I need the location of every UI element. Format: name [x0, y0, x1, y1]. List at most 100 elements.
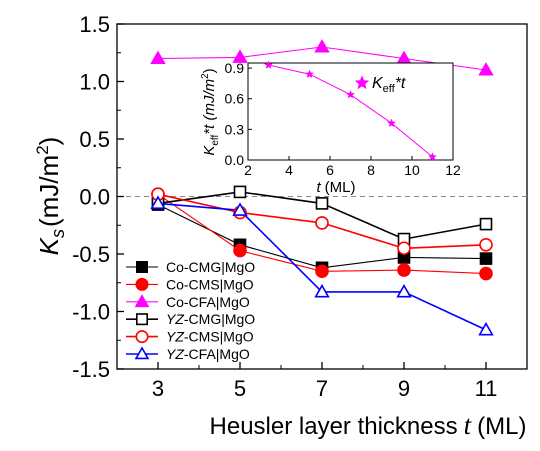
- y-tick-label: -1.5: [72, 357, 110, 382]
- inset-x-label-unit: (ML): [325, 179, 356, 196]
- inset-y-label-close: ): [201, 68, 218, 73]
- legend-label-rest: -CMG|MgO: [184, 311, 255, 327]
- series-4-point: [479, 217, 493, 231]
- legend-marker-1: [136, 260, 149, 273]
- x-tick-label: 7: [316, 376, 328, 401]
- legend-label-prefix: YZ: [166, 329, 184, 345]
- inset-series-point: [428, 152, 437, 161]
- inset-legend-rest: *t: [395, 75, 406, 92]
- inset-x-axis-label: t (ML): [317, 179, 356, 196]
- y-tick-label: 0.0: [79, 185, 110, 210]
- series-2-point: [315, 264, 329, 279]
- y-axis-label-unit: (mJ/m: [34, 155, 64, 227]
- inset-series-point: [387, 118, 396, 128]
- inset-legend-marker: [354, 75, 370, 90]
- inset-legend-sub: eff: [383, 83, 396, 95]
- series-5-point: [479, 238, 493, 252]
- y-tick-label: -1.0: [72, 300, 110, 325]
- legend-label-2: Co-CMS|MgO: [166, 276, 254, 292]
- legend-marker-5: [135, 330, 149, 344]
- inset-y-tick-label: 0.0: [225, 152, 245, 168]
- legend-label-5: YZ-CMS|MgO: [166, 329, 254, 345]
- series-2-point: [397, 263, 411, 277]
- x-axis-label: Heusler layer thickness t (ML): [210, 410, 527, 440]
- main-plot-layer: -1.5 -1.0 -0.5 0.0 0.5 1.0 1.5 3 5 7 9 11: [72, 12, 528, 401]
- series-6-point: [314, 284, 330, 298]
- legend-label-prefix: Co-CMS|MgO: [166, 276, 254, 292]
- y-axis-label-var: K: [34, 236, 64, 255]
- series-5-point: [397, 241, 411, 256]
- x-tick-label: 5: [234, 376, 246, 401]
- y-tick-label: 0.5: [79, 127, 110, 152]
- inset-x-tick-label: 6: [326, 162, 334, 178]
- legend-label-rest: -CMS|MgO: [184, 329, 254, 345]
- inset-series-point: [305, 69, 314, 78]
- legend-label-3: Co-CFA|MgO: [166, 294, 250, 310]
- inset-plot-layer: 2 4 6 8 10 12 0.0 0.3 0.6 0.9: [225, 60, 461, 178]
- series-2-point: [479, 266, 493, 281]
- legend-label-4: YZ-CMG|MgO: [166, 311, 255, 327]
- legend-label-prefix: YZ: [166, 311, 184, 327]
- inset-y-label-sub: eff: [210, 134, 221, 145]
- y-axis-label-sup: 2: [33, 145, 52, 154]
- x-tick-label: 11: [475, 376, 498, 401]
- legend-marker-3: [134, 294, 150, 308]
- legend-label-rest: -CFA|MgO: [184, 346, 250, 362]
- inset-y-tick-label: 0.3: [225, 121, 245, 137]
- y-tick-label: -0.5: [72, 242, 110, 267]
- main-legend: Co-CMG|MgOCo-CMS|MgOCo-CFA|MgOYZ-CMG|MgO…: [126, 259, 255, 362]
- series-4-point: [315, 197, 329, 210]
- series-6-point: [150, 195, 166, 209]
- inset-x-tick-label: 12: [445, 162, 461, 178]
- inset-y-label-sup: 2: [200, 73, 211, 79]
- y-axis-label: Ks (mJ/m2): [33, 137, 68, 256]
- inset-legend: Keff*t: [372, 75, 406, 95]
- legend-label-prefix: Co-CFA|MgO: [166, 294, 250, 310]
- legend-label-prefix: YZ: [166, 346, 184, 362]
- legend-marker-6: [134, 346, 150, 360]
- svg-text:Ks(mJ/m2): Ks (mJ/m2): [33, 137, 68, 256]
- inset-x-tick-label: 8: [367, 162, 375, 178]
- inset-x-tick-label: 4: [285, 162, 293, 178]
- inset-y-axis-label: Keff*t (mJ/m2): [200, 68, 221, 155]
- x-axis-label-text: Heusler layer thickness: [210, 413, 458, 440]
- legend-label-1: Co-CMG|MgO: [166, 259, 255, 275]
- series-5-point: [315, 216, 329, 230]
- legend-label-prefix: Co-CMG|MgO: [166, 259, 255, 275]
- legend-label-6: YZ-CFA|MgO: [166, 346, 250, 362]
- series-3-point: [232, 49, 248, 63]
- x-tick-label: 3: [152, 376, 164, 401]
- svg-text:Keff*t: Keff*t: [372, 75, 406, 95]
- inset-series-point: [264, 60, 273, 69]
- inset-y-tick-label: 0.6: [225, 91, 245, 107]
- series-6-point: [396, 284, 412, 298]
- inset-legend-var: K: [372, 75, 384, 92]
- series-2-point: [233, 243, 247, 258]
- svg-text:t(ML): t (ML): [317, 179, 356, 196]
- x-axis-label-unit: (ML): [477, 413, 526, 440]
- series-1-point: [479, 252, 493, 265]
- inset-y-label-var: K: [201, 145, 218, 156]
- inset-y-tick-label: 0.9: [225, 60, 245, 76]
- series-3-point: [150, 50, 166, 65]
- inset-x-label-var: t: [317, 179, 322, 196]
- x-tick-label: 9: [398, 376, 410, 401]
- legend-marker-2: [135, 277, 149, 291]
- svg-text:Keff*t (mJ/m2): Keff*t (mJ/m2): [200, 68, 221, 155]
- y-axis-label-sub: s: [48, 229, 68, 238]
- series-6-point: [232, 202, 248, 216]
- series-3-point: [314, 39, 330, 53]
- inset-series-point: [346, 89, 355, 99]
- inset-x-tick-label: 2: [244, 162, 252, 178]
- inset-y-label-rest: *t (mJ/m: [201, 79, 218, 135]
- y-tick-label: 1.5: [79, 12, 110, 37]
- legend-marker-4: [136, 313, 149, 326]
- series-4-point: [233, 185, 247, 199]
- series-3-point: [478, 62, 494, 76]
- series-6-point: [478, 321, 494, 336]
- inset-plot-frame: [247, 62, 454, 161]
- x-axis-label-var: t: [464, 410, 473, 440]
- y-axis-label-close: ): [34, 137, 64, 146]
